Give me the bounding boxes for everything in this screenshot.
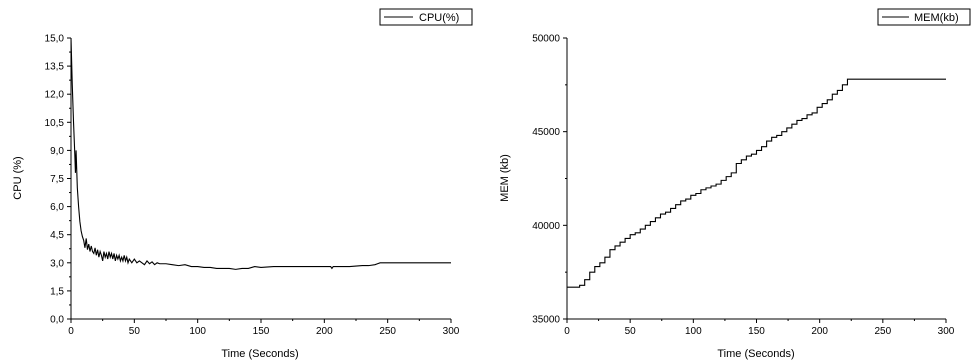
cpu-x-tick-label: 200 — [316, 326, 333, 337]
cpu-y-tick-label: 7,5 — [50, 174, 64, 185]
mem-x-tick-label: 300 — [938, 326, 955, 337]
cpu-x-tick-label: 50 — [129, 326, 141, 337]
mem-legend: MEM(kb) — [877, 8, 971, 26]
cpu-y-tick-label: 12,0 — [45, 90, 65, 101]
cpu-x-tick-label: 150 — [253, 326, 270, 337]
cpu-plot-frame — [70, 38, 451, 320]
mem-y-axis-label: MEM (kb) — [499, 154, 511, 202]
mem-x-axis-label: Time (Seconds) — [717, 348, 794, 360]
cpu-x-tick-label: 300 — [443, 326, 460, 337]
cpu-y-tick-label: 0,0 — [50, 315, 64, 326]
cpu-y-axis-label: CPU (%) — [12, 156, 24, 199]
cpu-legend-label: CPU(%) — [419, 12, 459, 24]
mem-plot-frame — [566, 38, 946, 320]
cpu-x-tick-label: 0 — [68, 326, 74, 337]
cpu-y-tick-label: 6,0 — [50, 202, 64, 213]
mem-x-tick-label: 0 — [564, 326, 570, 337]
cpu-x-axis-label: Time (Seconds) — [221, 348, 298, 360]
mem-x-tick-label: 150 — [748, 326, 765, 337]
cpu-y-tick-label: 1,5 — [50, 286, 64, 297]
cpu-series-layer — [70, 37, 451, 270]
mem-x-tick-label: 200 — [811, 326, 828, 337]
mem-y-tick-label: 45000 — [532, 127, 560, 138]
mem-y-tick-label: 50000 — [532, 34, 560, 45]
mem-x-tick-label: 250 — [874, 326, 891, 337]
cpu-x-tick-label: 100 — [189, 326, 206, 337]
cpu-chart: 0,0 1,5 3,0 4,5 6,0 7,5 9,0 10,5 12,0 13,5 15,0 0 5… — [12, 8, 473, 360]
mem-y-tick-label: 40000 — [532, 221, 560, 232]
mem-x-ticks: 0 50 100 150 200 250 300 — [564, 319, 955, 337]
cpu-y-tick-label: 10,5 — [45, 118, 65, 129]
cpu-legend: CPU(%) — [379, 8, 473, 26]
mem-series-line — [567, 78, 946, 288]
cpu-x-tick-label: 250 — [379, 326, 396, 337]
mem-legend-label: MEM(kb) — [914, 12, 959, 24]
cpu-y-ticks: 0,0 1,5 3,0 4,5 6,0 7,5 9,0 10,5 12,0 13,5 15,0 — [45, 34, 71, 326]
mem-x-tick-label: 50 — [625, 326, 637, 337]
mem-legend-box — [877, 8, 971, 26]
mem-y-ticks: 35000 40000 45000 50000 — [532, 34, 567, 326]
cpu-y-tick-label: 4,5 — [50, 230, 64, 241]
mem-y-tick-label: 35000 — [532, 315, 560, 326]
mem-series-layer — [567, 78, 946, 288]
cpu-y-tick-label: 13,5 — [45, 62, 65, 73]
cpu-y-tick-label: 3,0 — [50, 258, 64, 269]
cpu-series-line — [70, 37, 451, 270]
cpu-x-ticks: 0 50 100 150 200 250 300 — [68, 319, 460, 337]
mem-x-tick-label: 100 — [685, 326, 702, 337]
cpu-legend-box — [379, 8, 473, 26]
cpu-y-tick-label: 15,0 — [45, 34, 65, 45]
cpu-y-tick-label: 9,0 — [50, 146, 64, 157]
